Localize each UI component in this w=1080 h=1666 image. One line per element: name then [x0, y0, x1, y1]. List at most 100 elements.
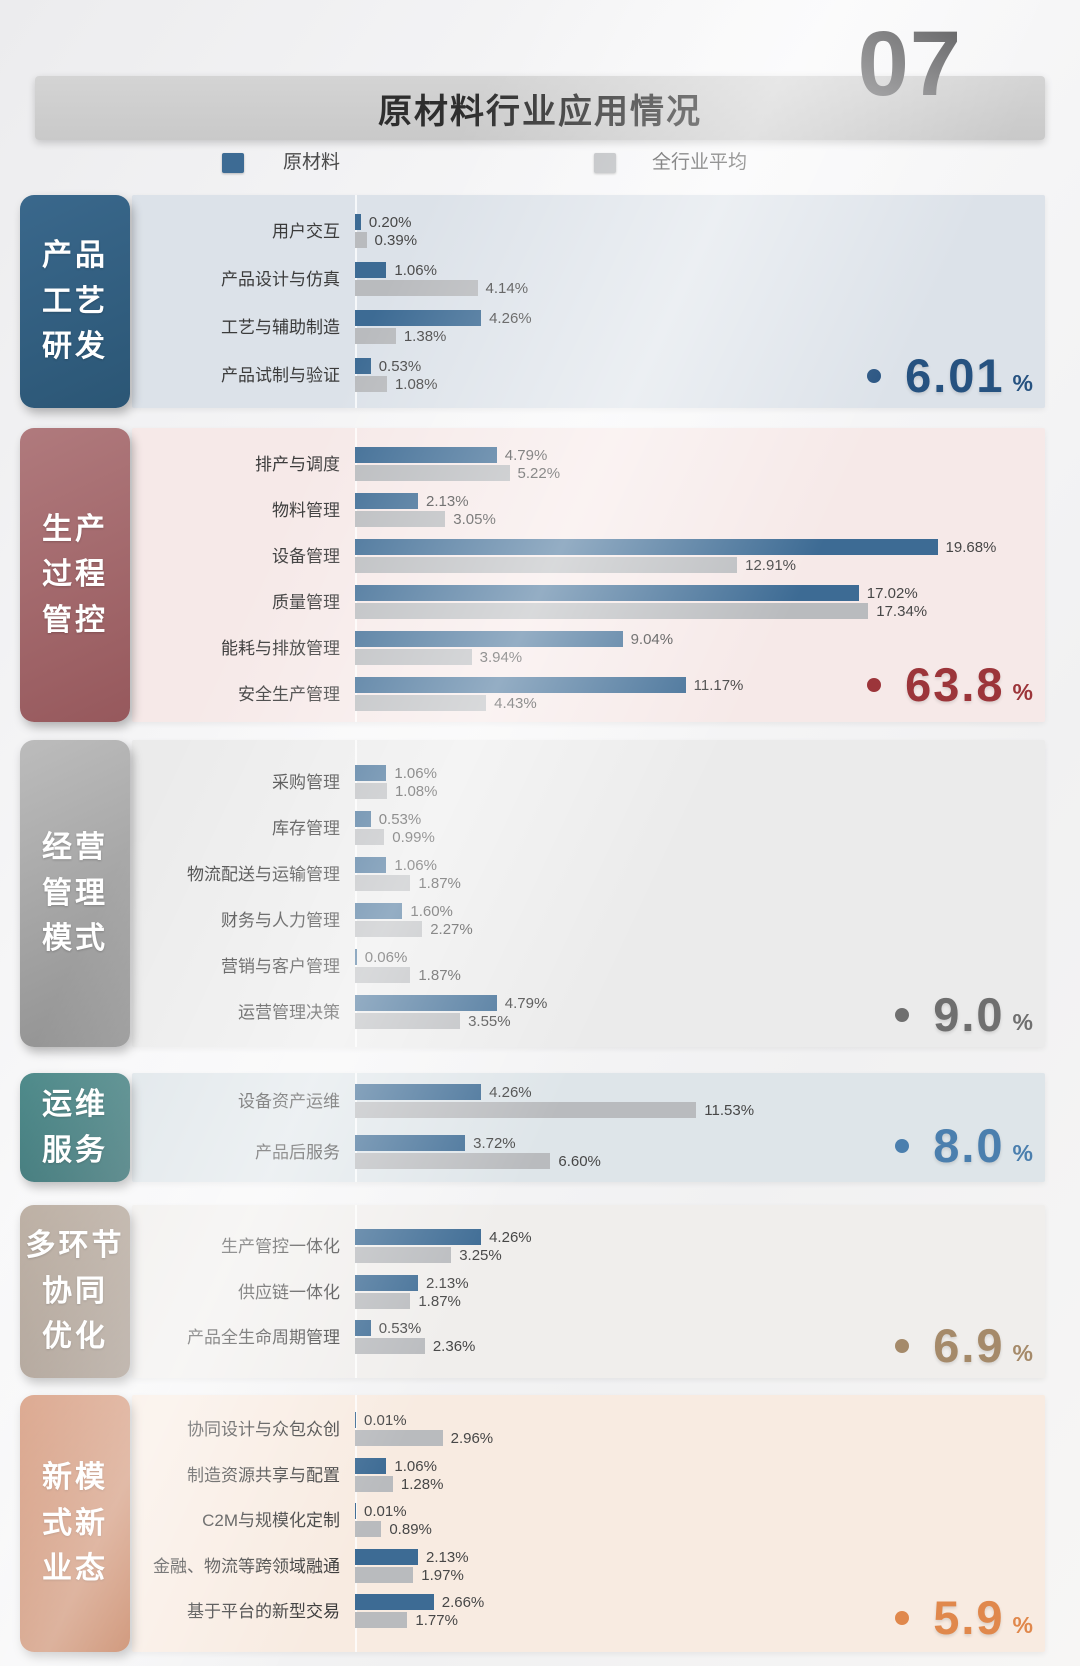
bar-row: 金融、物流等跨领域融通 2.13% 1.97% — [132, 1549, 1045, 1585]
row-label: 产品全生命周期管理 — [187, 1328, 340, 1347]
average-value-label: 1.87% — [418, 966, 461, 984]
section-tab-1: 产品 工艺 研发 — [20, 195, 130, 408]
bar-pair: 17.02% 17.34% — [355, 585, 1039, 621]
bar-row: 运营管理决策 4.79% 3.55% — [132, 995, 1045, 1031]
average-bar-line: 1.08% — [355, 782, 1039, 800]
primary-value-label: 4.26% — [489, 1083, 532, 1101]
row-label: 设备资产运维 — [238, 1092, 340, 1111]
primary-bar — [355, 1320, 371, 1336]
average-bar-line: 4.14% — [355, 280, 1039, 297]
row-label: 基于平台的新型交易 — [187, 1602, 340, 1621]
section-panel-6: 协同设计与众包众创 0.01% 2.96% 制造资源共享与配置 1.06% 1.28% C2… — [132, 1395, 1045, 1652]
primary-bar-line: 19.68% — [355, 538, 1039, 556]
average-bar — [355, 1567, 414, 1583]
average-bar-line: 6.60% — [355, 1152, 1039, 1170]
primary-bar-line: 4.26% — [355, 1083, 1039, 1101]
primary-bar-line: 17.02% — [355, 585, 1039, 602]
average-bar — [355, 967, 411, 983]
primary-bar-line: 0.53% — [355, 1319, 1039, 1337]
section-tab-label: 协同 — [42, 1274, 108, 1308]
primary-value-label: 19.68% — [945, 538, 997, 556]
bar-row: 工艺与辅助制造 4.26% 1.38% — [132, 310, 1045, 346]
average-bar-line: 3.55% — [355, 1012, 1039, 1030]
total-percent-sign: % — [1012, 1009, 1033, 1035]
primary-value-label: 1.06% — [394, 764, 437, 782]
primary-bar — [355, 765, 387, 781]
bar-pair: 0.53% 0.99% — [355, 811, 1039, 847]
primary-bar-line: 11.17% — [355, 676, 1039, 694]
average-bar-line: 1.97% — [355, 1567, 1039, 1584]
primary-value-label: 0.53% — [378, 357, 422, 375]
section-total: 8.0% — [895, 1122, 1033, 1169]
bar-pair: 2.13% 1.97% — [355, 1549, 1039, 1585]
bar-row: C2M与规模化定制 0.01% 0.89% — [132, 1503, 1045, 1539]
bar-row: 供应链一体化 2.13% 1.87% — [132, 1275, 1045, 1311]
bar-row: 产品试制与验证 0.53% 1.08% — [132, 358, 1045, 394]
primary-bar-line: 1.06% — [355, 261, 1039, 279]
total-dot — [867, 677, 882, 692]
bar-pair: 0.01% 2.96% — [355, 1412, 1039, 1448]
primary-bar-line: 4.79% — [355, 994, 1039, 1012]
section-tab-label: 多环节 — [25, 1229, 125, 1263]
total-percent-sign: % — [1012, 1612, 1033, 1638]
bar-pair: 1.06% 1.08% — [355, 765, 1039, 801]
primary-value-label: 0.20% — [368, 213, 412, 231]
average-bar — [355, 557, 738, 573]
row-label: 产品设计与仿真 — [221, 270, 340, 289]
bar-row: 设备管理 19.68% 12.91% — [132, 539, 1045, 575]
section-tab-label: 新模 — [42, 1461, 108, 1495]
average-bar — [355, 695, 487, 711]
section-total: 6.01% — [867, 352, 1033, 399]
total-value: 63.8 — [905, 658, 1005, 711]
section-tab-3: 经营 管理 模式 — [20, 740, 130, 1047]
average-value-label: 1.28% — [400, 1475, 444, 1493]
average-bar-line: 0.39% — [355, 232, 1039, 249]
bar-pair: 11.17% 4.43% — [355, 677, 1039, 713]
primary-value-label: 4.79% — [504, 994, 548, 1012]
total-percent-sign: % — [1012, 370, 1033, 396]
average-bar-line: 3.25% — [355, 1247, 1039, 1264]
section-total: 63.8% — [867, 661, 1033, 708]
row-label: 产品试制与验证 — [221, 366, 340, 385]
section-panel-5: 生产管控一体化 4.26% 3.25% 供应链一体化 2.13% 1.87% 产品全生命周期… — [132, 1205, 1045, 1378]
row-label: 运营管理决策 — [238, 1003, 340, 1022]
average-bar — [355, 783, 387, 799]
bar-row: 用户交互 0.20% 0.39% — [132, 214, 1045, 250]
primary-bar-line: 2.13% — [355, 493, 1039, 510]
primary-value-label: 0.01% — [364, 1411, 407, 1429]
row-label: 物料管理 — [272, 501, 340, 520]
bar-pair: 1.06% 1.87% — [355, 857, 1039, 893]
row-label: 制造资源共享与配置 — [187, 1466, 340, 1485]
bar-pair: 0.01% 0.89% — [355, 1503, 1039, 1539]
row-label: C2M与规模化定制 — [202, 1511, 340, 1530]
section-tab-label: 式新 — [42, 1506, 108, 1540]
primary-bar — [355, 631, 623, 647]
row-label: 安全生产管理 — [238, 685, 340, 704]
average-value-label: 1.08% — [394, 782, 438, 800]
primary-value-label: 11.17% — [693, 676, 744, 694]
primary-value-label: 0.53% — [378, 1319, 422, 1337]
row-label: 金融、物流等跨领域融通 — [153, 1557, 340, 1576]
average-bar-line: 2.27% — [355, 921, 1039, 938]
average-value-label: 3.55% — [468, 1012, 511, 1030]
primary-bar-line: 4.26% — [355, 310, 1039, 327]
primary-value-label: 1.06% — [394, 261, 437, 279]
primary-bar — [355, 1275, 419, 1291]
axis-baseline — [355, 428, 357, 722]
average-value-label: 0.99% — [392, 828, 435, 846]
total-dot — [867, 368, 882, 383]
total-dot — [895, 1007, 910, 1022]
average-value-label: 6.60% — [558, 1152, 601, 1170]
bar-row: 基于平台的新型交易 2.66% 1.77% — [132, 1594, 1045, 1630]
row-label: 产品后服务 — [255, 1143, 340, 1162]
average-bar-line: 1.87% — [355, 875, 1039, 892]
average-bar — [355, 649, 472, 665]
average-bar — [355, 328, 396, 344]
bar-pair: 4.79% 3.55% — [355, 995, 1039, 1031]
section-total: 5.9% — [895, 1594, 1033, 1641]
bar-pair: 2.13% 1.87% — [355, 1275, 1039, 1311]
primary-bar-line: 0.53% — [355, 357, 1039, 375]
average-bar — [355, 376, 387, 392]
section-tab-label: 工艺 — [42, 284, 108, 318]
average-bar — [355, 1476, 393, 1492]
